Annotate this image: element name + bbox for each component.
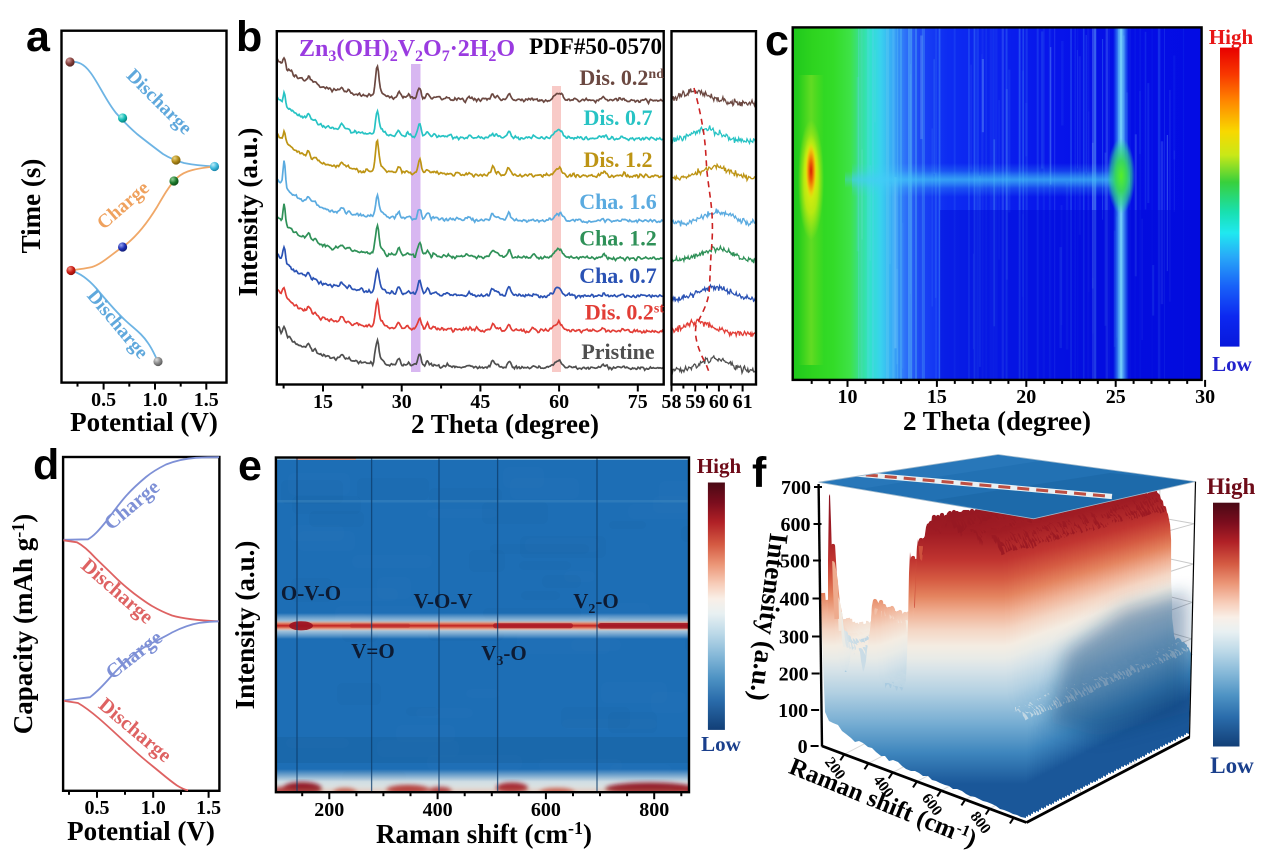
svg-text:b: b — [236, 13, 262, 61]
svg-text:e: e — [238, 442, 262, 490]
svg-text:2 Theta (degree): 2 Theta (degree) — [903, 406, 1091, 436]
svg-text:59: 59 — [685, 391, 705, 413]
svg-text:700: 700 — [781, 477, 811, 499]
svg-text:200: 200 — [779, 664, 809, 686]
svg-text:Potential (V): Potential (V) — [67, 816, 215, 846]
svg-text:High: High — [1209, 25, 1254, 49]
svg-text:V=O: V=O — [351, 639, 394, 663]
svg-text:400: 400 — [780, 589, 810, 611]
svg-text:Raman shift (cm-1): Raman shift (cm-1) — [376, 818, 592, 849]
svg-text:Potential (V): Potential (V) — [70, 407, 218, 437]
svg-text:Low: Low — [701, 732, 742, 756]
svg-text:100: 100 — [778, 700, 808, 722]
svg-text:60: 60 — [549, 391, 569, 413]
svg-text:1.5: 1.5 — [194, 389, 219, 411]
svg-text:a: a — [26, 13, 51, 61]
svg-text:PDF#50-0570: PDF#50-0570 — [529, 34, 662, 59]
svg-text:15: 15 — [313, 391, 333, 413]
svg-text:30: 30 — [392, 391, 412, 413]
svg-text:Low: Low — [1210, 753, 1254, 778]
svg-text:V-O-V: V-O-V — [413, 589, 472, 613]
svg-text:1.5: 1.5 — [196, 797, 221, 819]
svg-text:0.5: 0.5 — [85, 797, 110, 819]
svg-text:Cha. 1.2: Cha. 1.2 — [579, 226, 657, 251]
svg-text:Time (s): Time (s) — [16, 159, 46, 254]
svg-text:Pristine: Pristine — [581, 339, 655, 364]
svg-text:0.5: 0.5 — [91, 389, 116, 411]
svg-text:Capacity (mAh g-1): Capacity (mAh g-1) — [8, 514, 38, 735]
svg-text:High: High — [697, 454, 742, 478]
svg-text:O-V-O: O-V-O — [281, 581, 341, 605]
svg-text:c: c — [765, 17, 789, 65]
svg-text:600: 600 — [781, 514, 811, 536]
svg-text:Intensity (a.u.): Intensity (a.u.) — [230, 541, 260, 710]
svg-text:Dis. 0.7: Dis. 0.7 — [583, 105, 652, 130]
svg-text:200: 200 — [314, 799, 344, 821]
svg-text:500: 500 — [780, 551, 810, 573]
svg-text:f: f — [752, 449, 767, 497]
svg-text:300: 300 — [779, 627, 809, 649]
svg-text:58: 58 — [662, 391, 682, 413]
svg-text:Cha. 1.6: Cha. 1.6 — [579, 189, 657, 214]
svg-text:61: 61 — [733, 391, 753, 413]
svg-text:600: 600 — [531, 799, 561, 821]
svg-text:400: 400 — [423, 799, 453, 821]
svg-text:Dis. 1.2: Dis. 1.2 — [583, 147, 652, 172]
svg-text:V3-O: V3-O — [481, 641, 527, 669]
svg-text:15: 15 — [927, 386, 947, 408]
svg-text:1.0: 1.0 — [141, 797, 166, 819]
svg-text:45: 45 — [470, 391, 490, 413]
svg-text:20: 20 — [1016, 386, 1036, 408]
svg-text:Dis. 0.2st: Dis. 0.2st — [585, 300, 665, 325]
svg-text:0: 0 — [798, 736, 808, 758]
svg-text:30: 30 — [1195, 386, 1215, 408]
svg-text:60: 60 — [709, 391, 729, 413]
svg-text:Intensity (a.u.): Intensity (a.u.) — [233, 128, 263, 297]
svg-text:Cha. 0.7: Cha. 0.7 — [579, 263, 657, 288]
svg-text:High: High — [1207, 474, 1256, 499]
svg-text:10: 10 — [838, 386, 858, 408]
svg-text:75: 75 — [628, 391, 648, 413]
svg-text:d: d — [33, 441, 59, 489]
svg-text:V2-O: V2-O — [573, 589, 619, 617]
svg-text:1.0: 1.0 — [143, 389, 168, 411]
svg-text:800: 800 — [639, 799, 669, 821]
svg-text:Low: Low — [1212, 352, 1253, 376]
svg-text:25: 25 — [1106, 386, 1126, 408]
svg-text:2 Theta (degree): 2 Theta (degree) — [411, 409, 599, 439]
